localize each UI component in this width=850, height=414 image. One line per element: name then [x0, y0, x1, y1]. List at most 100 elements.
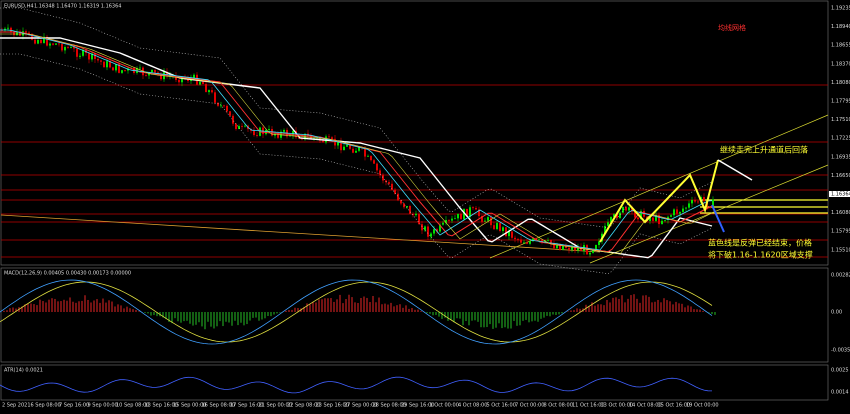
candle-body	[193, 74, 195, 79]
macd-main	[0, 279, 713, 345]
price-label: 1.18655	[831, 43, 850, 49]
candle-body	[481, 216, 483, 222]
axes: 1.19235 1.18940 1.18655 1.18370 1.18080 1.177…	[2, 6, 850, 409]
candle-body	[124, 70, 126, 71]
candle-body	[352, 148, 354, 153]
candle-body	[94, 53, 96, 59]
candle-body	[502, 227, 504, 231]
candle-body	[232, 115, 234, 124]
candle-body	[49, 43, 51, 46]
candle-body	[604, 225, 606, 234]
candle-body	[652, 217, 654, 221]
candle-body	[346, 144, 348, 147]
projection-arrow	[717, 159, 753, 181]
indicators	[0, 279, 716, 394]
candle-body	[91, 53, 93, 60]
candle-body	[649, 217, 651, 221]
candle-body	[499, 222, 501, 231]
ma-cyan	[0, 29, 713, 251]
price-label: 1.17795	[831, 99, 850, 105]
candle-body	[34, 39, 36, 44]
note: 均线网格	[718, 23, 746, 32]
time-label: 22 Sep 08:00	[287, 403, 320, 409]
candle-body	[439, 224, 441, 232]
candle-body	[25, 31, 27, 33]
candle-body	[568, 247, 570, 250]
candle-body	[685, 207, 687, 209]
candle-body	[619, 212, 621, 219]
price-label: 1.16935	[831, 154, 850, 160]
time-label: 7 Oct 00:00	[515, 403, 544, 409]
candle-body	[70, 46, 72, 48]
candle-body	[616, 214, 618, 219]
candle-body	[367, 155, 369, 157]
candle-body	[343, 146, 345, 151]
candle-body	[673, 209, 675, 216]
candle-body	[391, 183, 393, 190]
candle-body	[460, 213, 462, 220]
candle-body	[463, 208, 465, 220]
candle-body	[607, 222, 609, 226]
candle-body	[493, 225, 495, 230]
candle-body	[445, 220, 447, 223]
candle-body	[529, 241, 531, 244]
candle-body	[640, 210, 642, 220]
candle-body	[694, 199, 696, 202]
candle-body	[4, 28, 6, 31]
candle-body	[121, 70, 123, 73]
candle-body	[457, 213, 459, 219]
candle-body	[610, 217, 612, 223]
candle-body	[520, 239, 522, 243]
candle-body	[586, 245, 588, 255]
candle-body	[382, 174, 384, 181]
candle-body	[55, 43, 57, 45]
candle-body	[241, 125, 243, 127]
candle-body	[487, 217, 489, 221]
price-label: 1.15795	[831, 229, 850, 235]
candle-body	[76, 48, 78, 57]
time-label: 27 Sep 00:00	[344, 403, 377, 409]
candle-body	[496, 222, 498, 230]
candle-body	[208, 90, 210, 93]
candle-body	[526, 242, 528, 244]
candle-body	[100, 60, 102, 62]
candle-body	[574, 245, 576, 251]
candle-body	[427, 226, 429, 237]
candle-body	[598, 241, 600, 245]
support-lines	[1, 84, 828, 258]
candle-body	[52, 43, 54, 45]
price-label: 1.16650	[831, 173, 850, 179]
candle-body	[46, 36, 48, 46]
candle-body	[562, 245, 564, 250]
candle-body	[505, 227, 507, 237]
candle-body	[697, 201, 699, 203]
candle-body	[469, 207, 471, 217]
candle-body	[421, 224, 423, 231]
candle-body	[154, 69, 156, 73]
candle-body	[589, 252, 591, 255]
candle-body	[712, 199, 714, 209]
projection-arrow	[599, 159, 719, 243]
candle-body	[67, 47, 69, 48]
annotation: 继续走完上升通道后回落	[720, 145, 808, 155]
candle-body	[691, 199, 693, 204]
candle-body	[541, 239, 543, 242]
candle-body	[28, 32, 30, 35]
candle-body	[115, 64, 117, 71]
time-label: 15 Oct 16:00	[658, 403, 691, 409]
price-label: 1.18940	[831, 24, 850, 30]
candle-body	[631, 207, 633, 212]
time-label: 21 Sep 00:00	[259, 403, 292, 409]
candle-body	[400, 200, 402, 204]
candle-body	[148, 72, 150, 76]
candle-body	[151, 69, 153, 73]
time-label: 15 Sep 00:00	[173, 403, 206, 409]
macd-axis-label: -0.003511	[831, 348, 850, 354]
time-label: 5 Oct 16:00	[487, 403, 516, 409]
candle-body	[109, 61, 111, 68]
candle-body	[565, 245, 567, 248]
candle-body	[322, 140, 324, 143]
candle-body	[160, 74, 162, 80]
time-label: 10 Sep 08:00	[116, 403, 149, 409]
candle-body	[625, 206, 627, 211]
